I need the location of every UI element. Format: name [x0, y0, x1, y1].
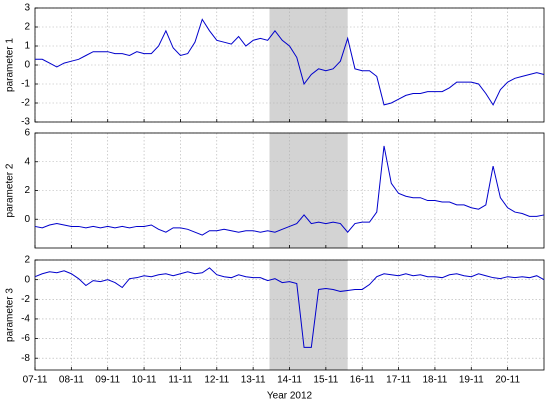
data-line	[34, 267, 545, 348]
y-tick-label: -1	[21, 79, 30, 90]
y-tick-label: 2	[24, 185, 30, 196]
x-tick-label: 15-11	[313, 375, 338, 386]
y-tick-label: 6	[24, 128, 30, 139]
x-tick-label: 07-11	[23, 375, 48, 386]
x-tick-label: 18-11	[423, 375, 448, 386]
y-axis-label: parameter 3	[5, 288, 16, 342]
y-tick-label: -3	[21, 117, 30, 128]
y-tick-label: -4	[21, 314, 30, 325]
shaded-span	[269, 260, 348, 370]
y-tick-label: 2	[24, 22, 30, 33]
x-tick-label: 09-11	[95, 375, 120, 386]
y-axis-label: parameter 2	[5, 163, 16, 217]
y-tick-label: -8	[21, 353, 30, 364]
y-tick-label: -2	[21, 98, 30, 109]
y-tick-label: -2	[21, 294, 30, 305]
x-tick-label: 13-11	[241, 375, 266, 386]
x-tick-label: 14-11	[277, 375, 302, 386]
x-axis-label: Year 2012	[267, 391, 313, 402]
x-tick-label: 11-11	[168, 375, 193, 386]
x-tick-label: 08-11	[59, 375, 84, 386]
y-tick-label: -6	[21, 333, 30, 344]
y-tick-label: 3	[24, 3, 30, 14]
plot-frame	[34, 132, 545, 249]
y-tick-label: 1	[24, 41, 30, 52]
x-tick-label: 19-11	[459, 375, 484, 386]
x-tick-label: 12-11	[204, 375, 229, 386]
plot-frame	[34, 7, 545, 123]
x-tick-label: 16-11	[350, 375, 375, 386]
y-axis-label: parameter 1	[5, 38, 16, 92]
y-tick-label: 4	[24, 156, 30, 167]
y-tick-label: 0	[24, 60, 30, 71]
y-tick-label: 0	[24, 214, 30, 225]
x-tick-label: 17-11	[386, 375, 411, 386]
x-tick-label: 20-11	[495, 375, 520, 386]
y-tick-label: 2	[24, 255, 30, 266]
x-tick-label: 10-11	[132, 375, 157, 386]
y-tick-label: 0	[24, 274, 30, 285]
data-line	[35, 18, 545, 106]
data-line	[34, 145, 545, 236]
plot-frame	[34, 259, 545, 371]
